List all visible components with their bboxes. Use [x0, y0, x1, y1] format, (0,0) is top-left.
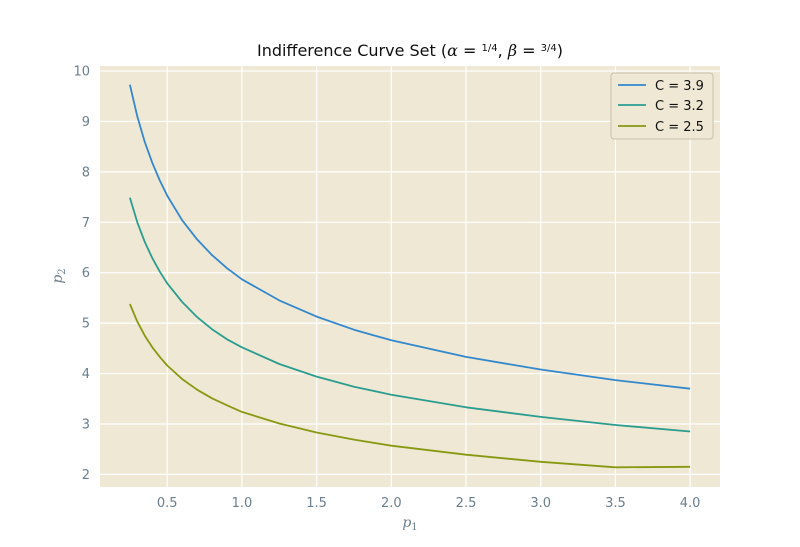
legend-label-c32: C = 3.2: [655, 99, 704, 114]
title-alpha-eq: =: [458, 41, 482, 60]
x-axis-label-sub: 1: [411, 522, 417, 533]
legend-label-c25: C = 2.5: [655, 120, 704, 135]
x-tick-label: 3.5: [605, 496, 626, 511]
x-axis-label: p1: [402, 515, 417, 533]
title-beta-numerator: 3: [541, 43, 547, 54]
y-tick-labels: 2 3 4 5 6 7 8 9 10: [73, 65, 90, 483]
x-tick-label: 1.5: [306, 496, 327, 511]
series-line-c-2-5: [129, 303, 691, 469]
x-tick-label: 3.0: [530, 496, 551, 511]
y-tick-label: 3: [82, 417, 90, 432]
y-tick-label: 2: [82, 468, 90, 483]
title-beta-fraction: 3/4: [541, 43, 557, 54]
y-tick-label: 5: [82, 317, 90, 332]
series-line-c-3-2: [129, 197, 691, 433]
y-tick-label: 6: [82, 266, 90, 281]
title-prefix: Indifference Curve Set (: [257, 41, 447, 60]
title-alpha-denominator: 4: [491, 43, 497, 54]
series-layer: [129, 84, 691, 469]
x-tick-label: 2.0: [381, 496, 402, 511]
x-axis-label-base: p: [402, 515, 411, 531]
title-alpha-fraction: 1/4: [482, 43, 498, 54]
y-tick-label: 4: [82, 367, 90, 382]
title-beta-denominator: 4: [550, 43, 556, 54]
y-tick-label: 9: [82, 115, 90, 130]
x-tick-label: 4.0: [680, 496, 701, 511]
chart-title: Indifference Curve Set (α = 1/4, β = 3/4…: [257, 41, 563, 60]
title-beta-eq: =: [517, 41, 541, 60]
y-tick-label: 8: [82, 165, 90, 180]
legend-box: [610, 72, 714, 140]
x-tick-label: 1.0: [232, 496, 253, 511]
title-suffix: ): [557, 41, 563, 60]
x-tick-label: 2.5: [456, 496, 477, 511]
x-tick-labels: 0.5 1.0 1.5 2.0 2.5 3.0 3.5 4.0: [157, 496, 701, 511]
x-tick-label: 0.5: [157, 496, 178, 511]
title-alpha-symbol: α: [447, 41, 458, 60]
title-separator: ,: [498, 41, 508, 60]
y-axis-label: p2: [50, 268, 68, 283]
y-tick-label: 7: [82, 216, 90, 231]
legend-label-c39: C = 3.9: [655, 79, 704, 94]
y-tick-label: 10: [73, 65, 90, 80]
title-alpha-numerator: 1: [482, 43, 488, 54]
legend: C = 3.9 C = 3.2 C = 2.5: [610, 72, 714, 140]
series-line-c-3-9: [129, 84, 691, 390]
y-axis-label-sub: 2: [57, 268, 68, 274]
title-beta-symbol: β: [507, 41, 517, 60]
y-axis-label-base: p: [50, 275, 66, 284]
